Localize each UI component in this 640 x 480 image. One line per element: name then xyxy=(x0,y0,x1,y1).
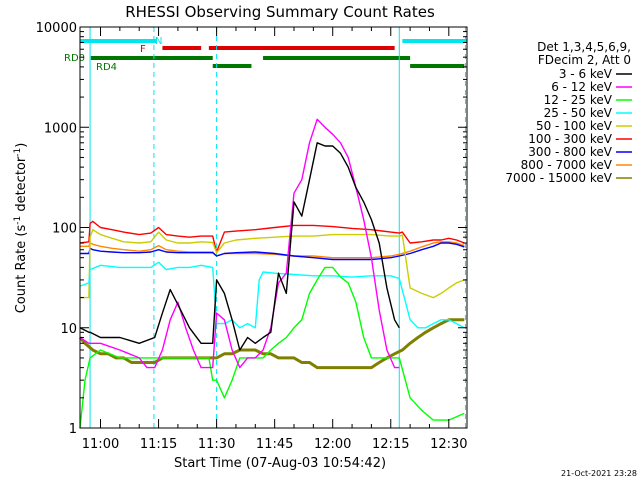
flag-label-n: N xyxy=(155,36,162,47)
x-tick-label: 12:15 xyxy=(372,437,409,452)
legend: Det 1,3,4,5,6,9, FDecim 2, Att 0 3 - 6 k… xyxy=(505,40,632,185)
series-line-7 xyxy=(80,242,465,261)
flag-label-rd4: RD4 xyxy=(96,62,117,73)
series-line-8 xyxy=(80,241,465,259)
y-axis-label: Count Rate (s-1 detector-1) xyxy=(13,143,29,314)
legend-header-line-2: FDecim 2, Att 0 xyxy=(538,53,631,67)
x-tick-label: 12:00 xyxy=(314,437,351,452)
legend-label: 25 - 50 keV xyxy=(544,106,613,120)
series-line-6 xyxy=(79,220,465,253)
x-tick-label: 12:30 xyxy=(430,437,467,452)
series-layer xyxy=(78,118,465,429)
legend-label: 3 - 6 keV xyxy=(559,67,613,81)
x-axis-label: Start Time (07-Aug-03 10:54:42) xyxy=(174,456,386,471)
y-tick-label: 10000 xyxy=(36,21,77,36)
x-tick-label: 11:30 xyxy=(198,437,235,452)
y-axis: 1 10 100 1000 10000 xyxy=(36,21,467,437)
series-line-2 xyxy=(79,118,400,369)
x-tick-label: 11:45 xyxy=(256,437,293,452)
x-tick-label: 11:00 xyxy=(82,437,119,452)
legend-label: 100 - 300 keV xyxy=(528,132,612,146)
y-tick-label: 100 xyxy=(52,222,77,237)
flag-label-f: F xyxy=(140,44,146,55)
legend-label: 12 - 25 keV xyxy=(544,93,613,107)
y-tick-label: 1000 xyxy=(44,121,77,136)
flag-bars: NF RD0 RD4 xyxy=(64,36,467,73)
legend-label: 50 - 100 keV xyxy=(536,119,613,133)
series-line-9 xyxy=(78,318,465,370)
legend-label: 7000 - 15000 keV xyxy=(505,171,612,185)
series-line-3 xyxy=(79,266,465,429)
legend-label: 800 - 7000 keV xyxy=(521,158,613,172)
y-tick-label: 1 xyxy=(69,422,77,437)
legend-header-line-1: Det 1,3,4,5,6,9, xyxy=(537,40,631,54)
series-line-5 xyxy=(80,228,465,299)
flag-label-rd0: RD0 xyxy=(64,53,85,64)
footer-date: 21-Oct-2021 23:28 xyxy=(561,469,637,478)
chart-title: RHESSI Observing Summary Count Rates xyxy=(125,3,435,21)
x-tick-label: 11:15 xyxy=(140,437,177,452)
series-line-4 xyxy=(79,261,465,329)
y-tick-label: 10 xyxy=(60,322,77,337)
legend-label: 300 - 800 keV xyxy=(528,145,612,159)
series-line-1 xyxy=(79,142,400,351)
legend-label: 6 - 12 keV xyxy=(551,80,613,94)
x-axis: 11:00 11:15 11:30 11:45 12:00 12:15 12:30 xyxy=(82,27,468,452)
